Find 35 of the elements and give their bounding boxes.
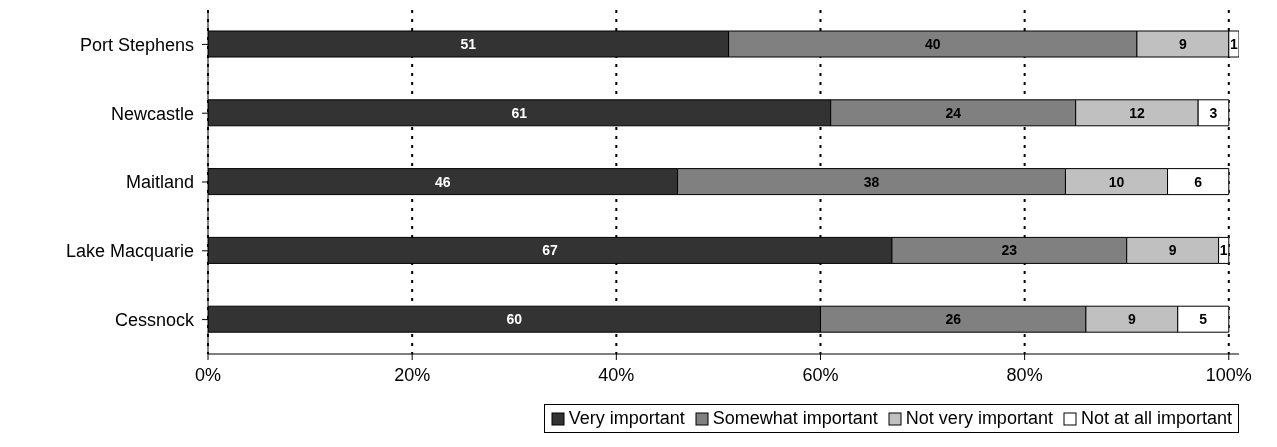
x-tick-label: 40% bbox=[598, 364, 635, 385]
y-tick-label: Maitland bbox=[125, 172, 194, 193]
data-label: 24 bbox=[945, 104, 962, 121]
data-label: 9 bbox=[1127, 311, 1136, 328]
x-tick-label: 60% bbox=[802, 364, 839, 385]
y-tick-label: Cessnock bbox=[114, 309, 195, 330]
y-tick-label: Port Stephens bbox=[79, 34, 194, 55]
data-label: 23 bbox=[1001, 242, 1018, 259]
legend-label: Not at all important bbox=[1080, 408, 1232, 429]
data-label: 67 bbox=[542, 242, 558, 259]
data-label: 3 bbox=[1209, 104, 1218, 121]
data-label: 9 bbox=[1178, 35, 1187, 52]
x-tick-label: 20% bbox=[394, 364, 431, 385]
legend-label: Very important bbox=[568, 408, 685, 429]
data-label: 60 bbox=[506, 311, 523, 328]
legend-label: Not very important bbox=[905, 408, 1053, 429]
data-label: 1 bbox=[1219, 242, 1228, 259]
data-label: 51 bbox=[460, 35, 477, 52]
x-tick-label: 0% bbox=[194, 364, 222, 385]
y-tick-label: Newcastle bbox=[110, 103, 194, 124]
data-label: 40 bbox=[924, 35, 941, 52]
data-label: 26 bbox=[945, 311, 962, 328]
legend-label: Somewhat important bbox=[712, 408, 878, 429]
x-tick-label: 100% bbox=[1205, 364, 1252, 385]
data-label: 6 bbox=[1194, 173, 1203, 190]
data-label: 10 bbox=[1108, 173, 1125, 190]
x-tick-label: 80% bbox=[1006, 364, 1043, 385]
data-label: 12 bbox=[1129, 104, 1145, 121]
data-label: 9 bbox=[1168, 242, 1177, 259]
data-label: 46 bbox=[434, 173, 451, 190]
data-label: 5 bbox=[1199, 311, 1208, 328]
data-label: 1 bbox=[1230, 35, 1238, 52]
y-tick-label: Lake Macquarie bbox=[65, 241, 194, 262]
data-label: 38 bbox=[863, 173, 880, 190]
data-label: 61 bbox=[511, 104, 528, 121]
